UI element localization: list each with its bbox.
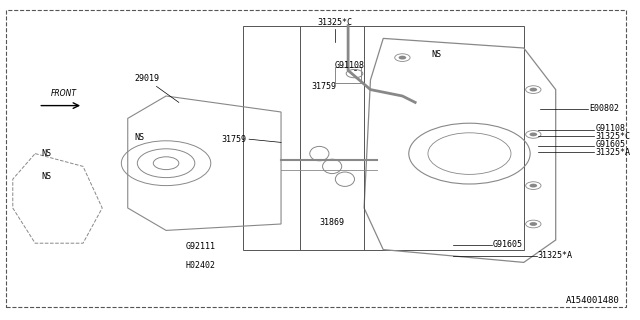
Text: 31325*A: 31325*A <box>538 252 573 260</box>
Circle shape <box>529 222 537 226</box>
Text: G91108: G91108 <box>595 124 625 132</box>
Text: G91605: G91605 <box>595 140 625 148</box>
Circle shape <box>529 88 537 92</box>
Text: E00802: E00802 <box>589 104 619 113</box>
Text: 31325*C: 31325*C <box>595 132 630 140</box>
Text: 31759: 31759 <box>221 135 246 144</box>
Circle shape <box>529 184 537 188</box>
Text: NS: NS <box>42 172 51 180</box>
Text: NS: NS <box>134 133 144 142</box>
Text: 29019: 29019 <box>134 74 159 83</box>
Text: G91605: G91605 <box>493 240 523 249</box>
Circle shape <box>399 56 406 60</box>
Text: FRONT: FRONT <box>51 89 77 98</box>
Text: 31325*A: 31325*A <box>595 148 630 156</box>
Circle shape <box>529 132 537 136</box>
Text: 31759: 31759 <box>312 82 337 91</box>
Text: G91108: G91108 <box>335 61 365 70</box>
Text: A154001480: A154001480 <box>566 296 620 305</box>
Text: NS: NS <box>42 149 51 158</box>
Text: G92111: G92111 <box>185 242 215 251</box>
Text: H02402: H02402 <box>185 261 215 270</box>
Text: 31325*C: 31325*C <box>317 18 352 27</box>
Text: 31869: 31869 <box>319 218 344 227</box>
Text: NS: NS <box>431 50 441 59</box>
